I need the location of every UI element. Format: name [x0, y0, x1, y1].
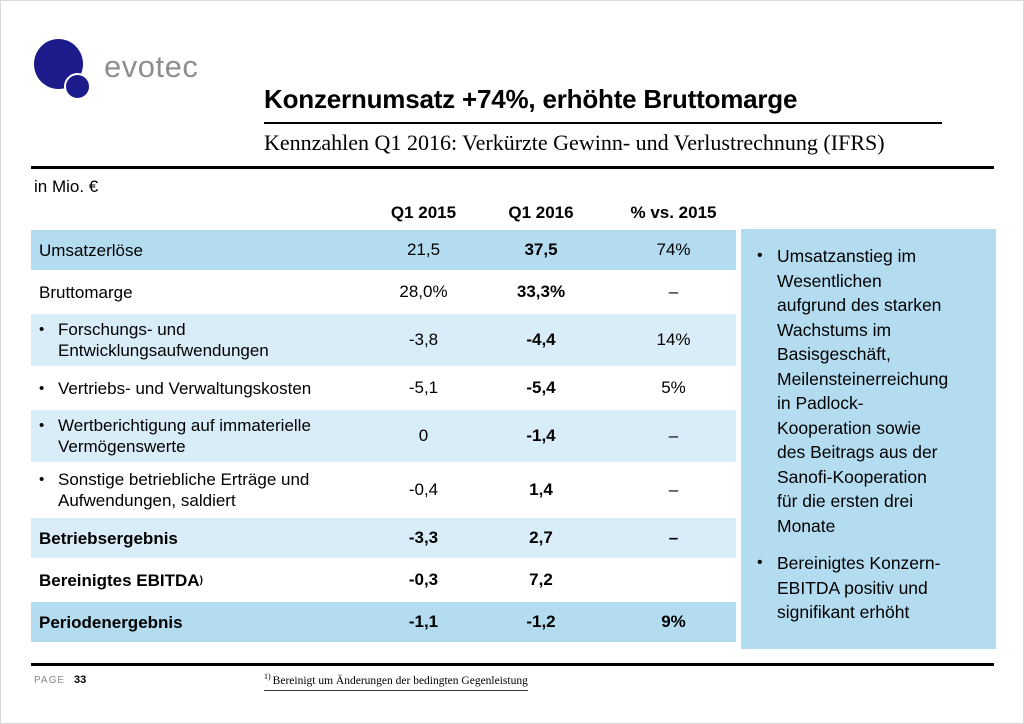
table-row: Periodenergebnis -1,1 -1,2 9%	[31, 602, 736, 642]
sidebar-bullet-item: • Bereinigtes Konzern- EBITDA positiv un…	[757, 551, 984, 625]
cell-pct: 14%	[656, 330, 691, 349]
row-label-text: Umsatzerlöse	[39, 240, 143, 260]
cell-q1-2015: -1,1	[408, 612, 439, 631]
cell-q1-2015: 21,5	[406, 240, 441, 259]
footnote: 1) Bereinigt um Änderungen der bedingten …	[264, 672, 528, 691]
table-row: Bereinigtes EBITDA ) -0,3 7,2	[31, 560, 736, 600]
cell-q1-2015: 0	[418, 426, 429, 445]
row-label-text: Periodenergebnis	[39, 612, 183, 632]
table-row: Umsatzerlöse 21,5 37,5 74%	[31, 230, 736, 270]
table-header-row: Q1 2015 Q1 2016 % vs. 2015	[31, 199, 736, 227]
evotec-logo: evotec	[34, 37, 264, 107]
row-label-text: Wertberichtigung auf immaterielle Vermög…	[58, 416, 311, 456]
cell-pct: –	[668, 480, 679, 499]
bullet-icon: •	[39, 417, 45, 434]
row-label-text: Sonstige betriebliche Erträge und Aufwen…	[58, 470, 310, 510]
column-header-q1-2015: Q1 2015	[390, 203, 457, 222]
footnote-marker: 1)	[264, 672, 271, 681]
bullet-icon: •	[39, 321, 45, 338]
cell-pct	[611, 578, 736, 582]
row-label: Betriebsergebnis	[31, 523, 376, 554]
cell-q1-2015: -0,3	[408, 570, 439, 589]
page-title: Konzernumsatz +74%, erhöhte Bruttomarge	[264, 84, 798, 114]
sidebar-bullet-item: • Umsatzanstieg im Wesentlichen aufgrund…	[757, 244, 984, 538]
commentary-sidebar: • Umsatzanstieg im Wesentlichen aufgrund…	[741, 229, 996, 649]
row-label: • Forschungs- und Entwicklungsaufwendung…	[31, 314, 376, 366]
row-label: Bruttomarge	[31, 277, 376, 308]
bullet-icon: •	[39, 379, 45, 397]
sidebar-bullet-text: Umsatzanstieg im Wesentlichen aufgrund d…	[777, 246, 949, 536]
page-label: PAGE	[34, 675, 66, 686]
page-number-value: 33	[74, 674, 87, 686]
cell-q1-2016: 33,3%	[516, 282, 566, 301]
bullet-icon: •	[39, 471, 45, 488]
cell-q1-2016: 37,5	[524, 240, 558, 259]
main-divider	[31, 166, 994, 169]
cell-q1-2016: 1,4	[529, 480, 553, 499]
footnote-marker-sup: )	[199, 574, 203, 586]
cell-q1-2016: -4,4	[526, 330, 556, 349]
cell-pct: 74%	[656, 240, 691, 259]
row-label-text: Vertriebs- und Verwaltungskosten	[58, 378, 312, 398]
footer-divider	[31, 663, 994, 666]
cell-pct: 9%	[661, 612, 686, 631]
logo-small-circle-icon	[64, 73, 91, 100]
cell-pct: –	[668, 528, 679, 547]
cell-q1-2015: -5,1	[408, 378, 439, 397]
cell-q1-2016: -5,4	[526, 378, 556, 397]
table-row: • Wertberichtigung auf immaterielle Verm…	[31, 410, 736, 462]
table-row: • Forschungs- und Entwicklungsaufwendung…	[31, 314, 736, 366]
row-label-text: Bereinigtes EBITDA	[39, 570, 200, 590]
cell-q1-2016: -1,2	[526, 612, 556, 631]
row-label: Umsatzerlöse	[31, 235, 376, 266]
footnote-text: Bereinigt um Änderungen der bedingten Ge…	[272, 674, 528, 687]
logo-brand-text: evotec	[104, 49, 199, 84]
row-label-text: Forschungs- und Entwicklungsaufwendungen	[58, 320, 269, 360]
cell-q1-2015: -3,3	[408, 528, 439, 547]
row-label-text: Betriebsergebnis	[39, 528, 178, 548]
row-label: Periodenergebnis	[31, 607, 376, 638]
title-divider	[264, 122, 942, 124]
cell-pct: –	[668, 282, 679, 301]
table-row: Betriebsergebnis -3,3 2,7 –	[31, 518, 736, 558]
row-label: • Sonstige betriebliche Erträge und Aufw…	[31, 464, 376, 516]
cell-q1-2015: -0,4	[408, 480, 439, 499]
cell-pct: 5%	[661, 378, 686, 397]
cell-q1-2016: 7,2	[529, 570, 553, 589]
cell-q1-2015: 28,0%	[399, 282, 448, 301]
unit-label: in Mio. €	[34, 177, 99, 196]
cell-q1-2016: 2,7	[529, 528, 553, 547]
table-row: • Sonstige betriebliche Erträge und Aufw…	[31, 464, 736, 516]
row-label-text: Bruttomarge	[39, 282, 133, 302]
cell-q1-2015: -3,8	[408, 330, 439, 349]
table-body: Umsatzerlöse 21,5 37,5 74% Bruttomarge 2…	[31, 230, 736, 642]
bullet-icon: •	[757, 247, 763, 264]
page-subtitle: Kennzahlen Q1 2016: Verkürzte Gewinn- un…	[264, 130, 885, 155]
cell-q1-2016: -1,4	[526, 426, 556, 445]
table-row: • Vertriebs- und Verwaltungskosten -5,1 …	[31, 368, 736, 408]
cell-pct: –	[668, 426, 679, 445]
sidebar-bullet-text: Bereinigtes Konzern- EBITDA positiv und …	[777, 553, 941, 622]
table-row: Bruttomarge 28,0% 33,3% –	[31, 272, 736, 312]
financial-table: Q1 2015 Q1 2016 % vs. 2015 Umsatzerlöse …	[31, 199, 736, 644]
column-header-q1-2016: Q1 2016	[508, 203, 574, 222]
page-number: PAGE 33	[34, 674, 86, 686]
column-header-pct-vs-2015: % vs. 2015	[630, 203, 717, 222]
row-label: Bereinigtes EBITDA )	[31, 565, 376, 596]
bullet-icon: •	[757, 554, 763, 571]
row-label: • Wertberichtigung auf immaterielle Verm…	[31, 410, 376, 462]
row-label: • Vertriebs- und Verwaltungskosten	[31, 373, 376, 404]
header: Konzernumsatz +74%, erhöhte Bruttomarge …	[264, 83, 942, 156]
